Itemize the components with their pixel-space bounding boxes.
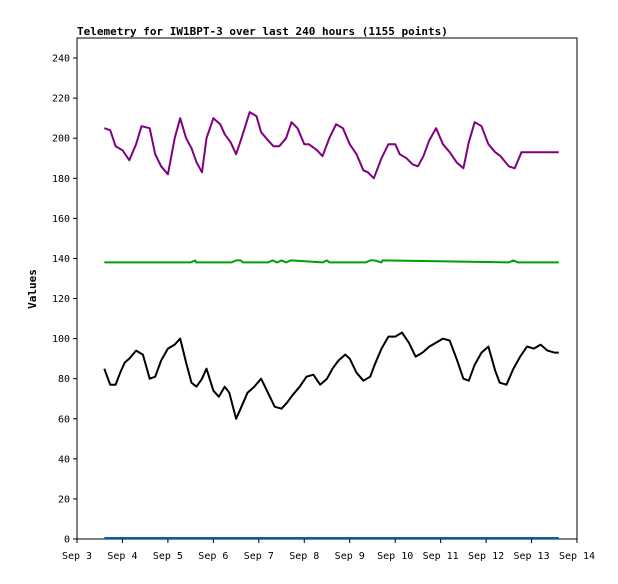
- series-line-3: [103, 331, 559, 420]
- series-layer: [103, 111, 559, 539]
- y-axis-label: Values: [26, 269, 39, 309]
- y-tick-label: 40: [58, 454, 70, 465]
- x-tick-label: Sep 5: [153, 551, 183, 562]
- y-tick-label: 0: [64, 535, 70, 546]
- x-tick-label: Sep 10: [377, 551, 413, 562]
- x-tick-label: Sep 8: [289, 551, 319, 562]
- x-tick-label: Sep 13: [513, 551, 549, 562]
- y-tick-label: 240: [52, 54, 70, 65]
- x-tick-label: Sep 14: [559, 551, 595, 562]
- x-tick-label: Sep 7: [244, 551, 274, 562]
- x-tick-label: Sep 9: [335, 551, 365, 562]
- x-tick-label: Sep 3: [62, 551, 92, 562]
- y-tick-label: 140: [52, 254, 70, 265]
- y-tick-label: 200: [52, 134, 70, 145]
- y-tick-label: 180: [52, 174, 70, 185]
- x-axis: Sep 3 Sep 4 Sep 5 Sep 6 Sep 7 Sep 8 Sep 9 Sep 1…: [62, 539, 595, 562]
- x-tick-label: Sep 4: [107, 551, 137, 562]
- y-tick-label: 80: [58, 374, 70, 385]
- x-tick-label: Sep 6: [198, 551, 228, 562]
- x-tick-label: Sep 11: [423, 551, 459, 562]
- chart-title: Telemetry for IW1BPT-3 over last 240 hou…: [77, 25, 448, 38]
- y-axis: 0 20 40 60 80 100 120 140 160 180 200 220 240: [52, 54, 77, 546]
- series-line-2: [104, 259, 559, 264]
- plot-area: [76, 37, 578, 540]
- series-line-1: [103, 111, 559, 180]
- y-tick-label: 120: [52, 294, 70, 305]
- y-tick-label: 160: [52, 214, 70, 225]
- y-tick-label: 60: [58, 414, 70, 425]
- y-tick-label: 100: [52, 334, 70, 345]
- y-tick-label: 220: [52, 94, 70, 105]
- y-tick-label: 20: [58, 494, 70, 505]
- x-tick-label: Sep 12: [468, 551, 504, 562]
